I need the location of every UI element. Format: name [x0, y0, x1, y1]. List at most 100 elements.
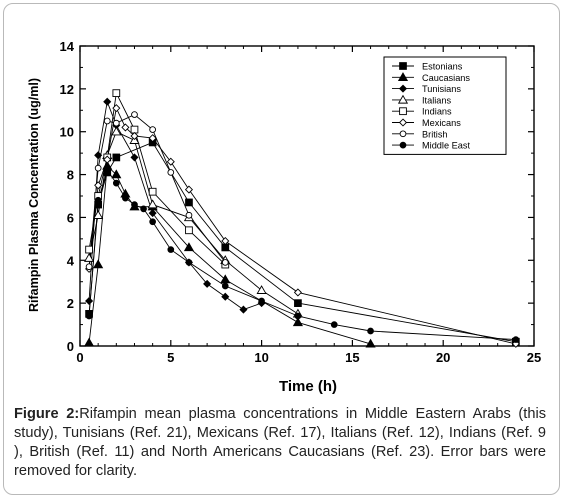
data-point-italians	[256, 285, 267, 294]
data-point-indians	[148, 187, 157, 196]
data-point-tunisians	[148, 209, 157, 218]
x-tick-label: 15	[345, 350, 359, 365]
figure-caption: Figure 2:Rifampin mean plasma concentrat…	[14, 405, 546, 481]
data-point-indians	[185, 226, 193, 235]
x-tick-label: 10	[254, 350, 268, 365]
data-point-tunisians	[94, 151, 103, 160]
data-point-middle-east	[94, 196, 102, 204]
data-point-mexicans	[103, 155, 112, 164]
x-tick-label: 20	[436, 350, 450, 365]
legend-label-tunisians: Tunisians	[422, 84, 461, 94]
data-point-tunisians	[239, 305, 248, 314]
series-line-middle-east	[88, 169, 516, 341]
y-tick-label: 0	[67, 339, 74, 354]
data-point-british	[131, 111, 138, 118]
data-point-british	[167, 169, 175, 176]
legend-box	[383, 56, 507, 155]
y-tick-label: 14	[60, 39, 75, 54]
series-line-caucasians	[88, 165, 371, 345]
data-point-caucasians	[365, 338, 376, 348]
y-tick-label: 12	[60, 82, 74, 97]
legend-marker-indians	[399, 107, 407, 116]
chart: 0 5 10 15 20 25 0 2 4 6 8 10 12 14 Time (h) Rifampin …	[27, 39, 542, 395]
legend-label-mexicans: Mexicans	[422, 118, 461, 128]
legend-marker-mexicans	[398, 118, 408, 127]
data-point-middle-east	[294, 312, 302, 320]
data-point-middle-east	[330, 321, 338, 328]
x-tick-label: 5	[167, 350, 174, 365]
data-point-middle-east	[258, 297, 265, 305]
x-tick-label: 0	[76, 350, 83, 365]
tick-labels: 0 5 10 15 20 25 0 2 4 6 8 10 12 14	[60, 39, 542, 365]
data-point-mexicans	[130, 131, 139, 141]
series-line-italians	[88, 131, 299, 315]
series-line-indians	[88, 91, 226, 265]
legend-label-italians: Italians	[422, 95, 452, 105]
legend-marker-estonians	[399, 62, 407, 70]
data-point-caucasians	[183, 242, 195, 252]
data-point-estonians	[221, 243, 230, 252]
data-point-indians	[130, 125, 139, 134]
data-point-middle-east	[131, 201, 138, 208]
data-point-middle-east	[85, 312, 93, 320]
data-point-tunisians	[103, 97, 112, 106]
legend-marker-tunisians	[398, 84, 408, 93]
data-point-british	[94, 164, 102, 172]
data-point-italians	[111, 126, 122, 136]
data-point-middle-east	[185, 259, 193, 266]
x-axis-label: Time (h)	[279, 378, 337, 395]
data-point-caucasians	[84, 337, 95, 347]
data-point-middle-east	[140, 205, 147, 213]
legend-label-british: British	[422, 129, 448, 139]
x-tick-label: 25	[527, 350, 541, 365]
data-point-middle-east	[112, 179, 120, 187]
data-point-mexicans	[112, 104, 121, 113]
caption-label: Figure 2:	[14, 406, 80, 422]
data-point-mexicans	[221, 236, 230, 246]
y-tick-label: 6	[67, 210, 74, 225]
data-point-middle-east	[122, 194, 129, 202]
legend-label-estonians: Estonians	[422, 62, 463, 72]
data-point-tunisians	[130, 153, 139, 162]
data-point-mexicans	[121, 123, 130, 132]
data-point-mexicans	[166, 157, 175, 166]
data-point-italians	[93, 210, 104, 219]
data-point-british	[149, 126, 156, 133]
data-point-british	[103, 117, 111, 125]
y-tick-label: 10	[60, 125, 74, 140]
data-point-british	[85, 263, 93, 271]
data-point-middle-east	[512, 336, 520, 343]
legend-marker-british	[399, 130, 407, 138]
data-point-indians	[85, 245, 93, 254]
legend-marker-italians	[397, 94, 409, 104]
data-point-estonians	[185, 198, 193, 207]
legend-label-indians: Indians	[422, 107, 452, 117]
data-point-middle-east	[167, 246, 175, 253]
y-tick-label: 4	[67, 253, 75, 268]
data-point-british	[112, 119, 120, 127]
data-point-caucasians	[111, 169, 122, 179]
data-point-tunisians	[221, 292, 230, 301]
data-point-estonians	[112, 153, 121, 162]
series-line-british	[88, 114, 226, 267]
data-point-mexicans	[148, 134, 157, 143]
data-point-british	[185, 211, 193, 219]
chart-markers	[84, 89, 520, 348]
data-point-middle-east	[103, 166, 111, 174]
data-point-tunisians	[85, 296, 94, 306]
data-point-italians	[147, 199, 158, 209]
data-point-caucasians	[292, 317, 303, 327]
data-point-estonians	[294, 299, 302, 307]
data-point-middle-east	[221, 282, 229, 290]
data-point-italians	[84, 252, 95, 262]
data-point-mexicans	[94, 181, 103, 190]
legend-label-caucasians: Caucasians	[422, 73, 470, 83]
chart-axes	[79, 45, 535, 347]
y-axis-label: Rifampin Plasma Concentration (ug/ml)	[27, 78, 41, 312]
data-point-british	[221, 259, 229, 266]
data-point-indians	[112, 89, 121, 97]
series-line-estonians	[88, 141, 516, 343]
data-point-middle-east	[367, 327, 374, 335]
legend-marker-middle-east	[399, 141, 407, 149]
